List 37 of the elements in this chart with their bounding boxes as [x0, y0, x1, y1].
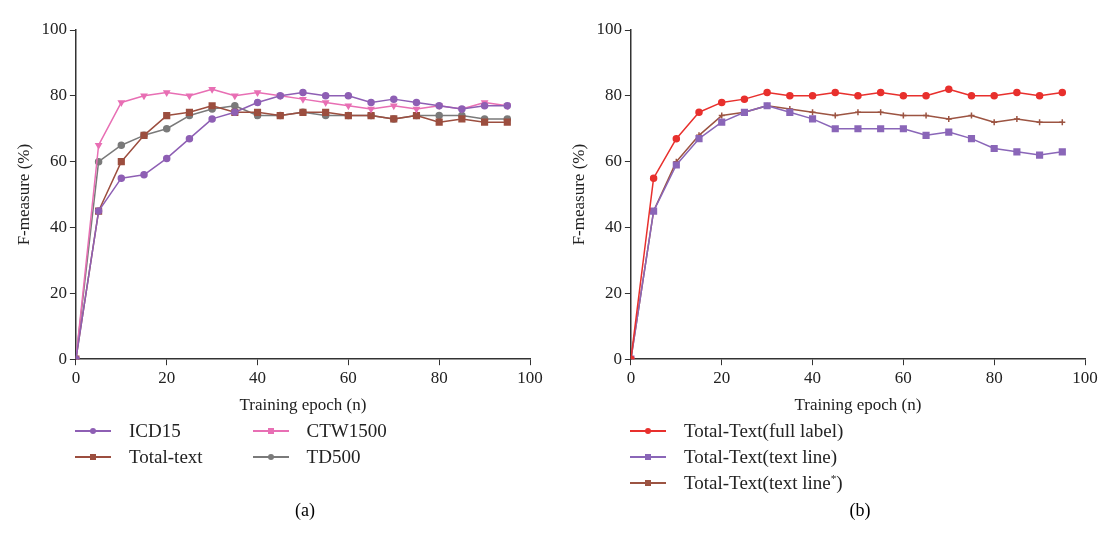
y-tick-label: 100	[596, 19, 622, 39]
x-axis-title: Training epoch (n)	[239, 395, 367, 415]
legend-label: TD500	[306, 446, 361, 468]
text: (a)	[294, 500, 316, 521]
y-tick-label: 20	[49, 282, 67, 302]
y-tick-label: 20	[604, 282, 622, 302]
legend-label: Total-Text(text line$^{*}$)	[684, 472, 843, 495]
legend-label: ICD15	[129, 420, 181, 442]
x-tick-label: 40	[804, 367, 822, 387]
x-tick-label: 20	[713, 367, 731, 387]
y-axis-title: F-measure (%)	[13, 143, 33, 246]
text: (b)	[848, 500, 872, 521]
y-tick-label: 40	[604, 216, 622, 236]
legend-label: Total-text	[129, 446, 203, 468]
y-tick-label: 0	[58, 348, 67, 368]
x-tick-label: 0	[626, 367, 636, 387]
x-tick-label: 20	[158, 367, 176, 387]
x-tick-label: 60	[339, 367, 357, 387]
x-tick-label: 60	[894, 367, 912, 387]
y-tick-label: 60	[604, 151, 622, 171]
y-tick-label: 100	[41, 19, 67, 39]
x-axis-title: Training epoch (n)	[794, 395, 922, 415]
y-tick-label: 0	[613, 348, 622, 368]
y-axis-title: F-measure (%)	[568, 143, 588, 246]
legend-label: Total-Text(full label)	[684, 420, 844, 442]
x-tick-label: 80	[430, 367, 448, 387]
x-tick-label: 0	[71, 367, 81, 387]
y-tick-label: 80	[604, 85, 622, 105]
y-tick-label: 40	[49, 216, 67, 236]
y-tick-label: 80	[49, 85, 67, 105]
x-tick-label: 100	[517, 367, 543, 387]
y-tick-label: 60	[49, 151, 67, 171]
legend-label: CTW1500	[306, 420, 387, 442]
x-tick-label: 100	[1072, 367, 1098, 387]
x-tick-label: 80	[985, 367, 1003, 387]
x-tick-label: 40	[249, 367, 267, 387]
legend-label: Total-Text(text line)	[684, 446, 837, 468]
